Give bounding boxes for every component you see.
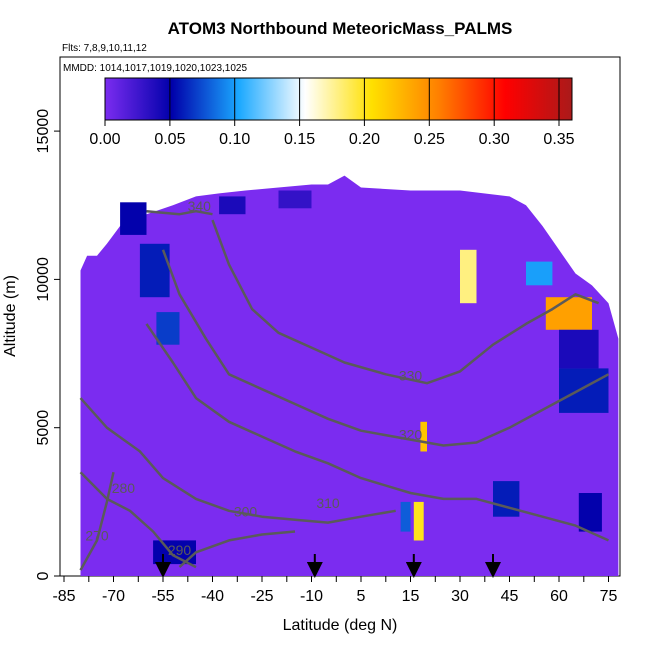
- colorbar-tick-label-6: 0.30: [479, 131, 510, 148]
- heatmap-feature-15: [578, 493, 602, 532]
- heatmap-feature-10: [493, 481, 520, 517]
- theta-contour-label-320: 320: [399, 427, 423, 443]
- colorbar-tick-label-7: 0.35: [543, 131, 574, 148]
- x-tick-label-8: 30: [451, 588, 469, 605]
- x-tick-label-3: -40: [201, 588, 224, 605]
- heatmap-feature-4: [219, 196, 246, 215]
- heatmap-feature-12: [545, 297, 592, 330]
- y-tick-label-2: 10000: [35, 257, 52, 302]
- x-tick-label-0: -85: [52, 588, 75, 605]
- x-tick-label-5: -10: [300, 588, 323, 605]
- heatmap-feature-6: [400, 501, 411, 532]
- chart-title: ATOM3 Northbound MeteoricMass_PALMS: [168, 19, 513, 38]
- theta-contour-label-330: 330: [399, 367, 423, 383]
- x-tick-label-6: 5: [357, 588, 366, 605]
- x-tick-label-2: -55: [151, 588, 174, 605]
- colorbar-tick-label-0: 0.00: [89, 131, 120, 148]
- x-axis: -85 -70 -55 -40 -25 -10 5 15 30 45 60 75: [52, 576, 618, 605]
- colorbar-tick-label-5: 0.25: [414, 131, 445, 148]
- theta-contour-label-300: 300: [234, 504, 258, 520]
- theta-contours: 270 280 290 300 310 320 330 340: [79, 198, 610, 571]
- colorbar-tick-label-2: 0.10: [219, 131, 250, 148]
- colorbar-tick-label-3: 0.15: [284, 131, 315, 148]
- heatmap-feature-14: [559, 368, 609, 413]
- theta-contour-280: [79, 471, 197, 569]
- x-axis-label: Latitude (deg N): [283, 617, 398, 634]
- y-tick-label-0: 0: [35, 571, 52, 580]
- y-tick-label-3: 15000: [35, 109, 52, 154]
- x-tick-label-10: 60: [550, 588, 568, 605]
- heatmap-domain: [80, 175, 619, 576]
- colorbar: 0.00 0.05 0.10 0.15 0.20 0.25 0.30 0.35: [89, 77, 575, 148]
- heatmap-feature-11: [526, 261, 553, 286]
- heatmap-feature-5: [278, 190, 312, 209]
- theta-contour-310: [145, 323, 610, 542]
- x-tick-label-9: 45: [501, 588, 519, 605]
- theta-contour-label-280: 280: [112, 480, 136, 496]
- x-tick-label-11: 75: [600, 588, 618, 605]
- y-axis: 0 5000 10000 15000: [35, 109, 60, 580]
- heatmap-layer: [80, 175, 619, 576]
- theta-contour-340: [146, 209, 213, 216]
- theta-contour-label-290: 290: [168, 542, 192, 558]
- heatmap-feature-8: [420, 421, 427, 452]
- colorbar-tick-label-4: 0.20: [349, 131, 380, 148]
- x-tick-label-7: 15: [402, 588, 420, 605]
- dates-line: MMDD: 1014,1017,1019,1020,1023,1025: [63, 63, 247, 74]
- colorbar-ticks: 0.00 0.05 0.10 0.15 0.20 0.25 0.30 0.35: [89, 78, 575, 148]
- heatmap-feature-13: [559, 329, 599, 369]
- flights-line: Flts: 7,8,9,10,11,12: [62, 43, 147, 54]
- theta-contour-290: [178, 530, 296, 569]
- heatmap-feature-0: [120, 202, 147, 235]
- heatmap-feature-1: [139, 243, 170, 298]
- heatmap-feature-7: [413, 501, 424, 541]
- theta-contour-label-340: 340: [188, 198, 212, 214]
- y-tick-label-1: 5000: [35, 410, 52, 446]
- theta-contour-label-310: 310: [316, 495, 340, 511]
- theta-contour-330: [211, 219, 600, 385]
- theta-contour-270: [79, 471, 115, 571]
- flight-arrows: [155, 554, 501, 578]
- colorbar-tick-label-1: 0.05: [154, 131, 185, 148]
- theta-contour-label-270: 270: [85, 527, 109, 543]
- heatmap-feature-2: [156, 312, 180, 345]
- theta-contour-320: [161, 249, 610, 447]
- heatmap-feature-9: [460, 249, 477, 304]
- y-axis-label: Altitude (m): [2, 275, 19, 357]
- colorbar-bar: [104, 77, 573, 121]
- x-tick-label-1: -70: [102, 588, 125, 605]
- x-tick-label-4: -25: [250, 588, 273, 605]
- theta-contour-300: [79, 397, 396, 524]
